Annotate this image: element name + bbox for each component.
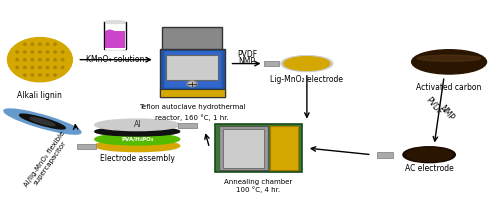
Ellipse shape	[54, 66, 56, 69]
Ellipse shape	[23, 51, 26, 53]
Ellipse shape	[31, 51, 33, 53]
Ellipse shape	[46, 74, 49, 76]
Ellipse shape	[189, 82, 196, 86]
Ellipse shape	[38, 66, 41, 69]
Ellipse shape	[38, 59, 41, 61]
Ellipse shape	[31, 74, 33, 76]
Ellipse shape	[23, 43, 26, 45]
Ellipse shape	[95, 127, 180, 136]
Ellipse shape	[95, 140, 180, 152]
Text: Lig-MnO₂ electrode: Lig-MnO₂ electrode	[270, 75, 343, 84]
Ellipse shape	[4, 109, 81, 134]
Ellipse shape	[61, 59, 64, 61]
Ellipse shape	[38, 43, 41, 45]
Ellipse shape	[406, 148, 452, 161]
FancyBboxPatch shape	[223, 129, 264, 168]
Ellipse shape	[54, 51, 56, 53]
Text: reactor, 160 °C, 1 hr.: reactor, 160 °C, 1 hr.	[155, 114, 229, 120]
FancyBboxPatch shape	[160, 89, 225, 97]
Ellipse shape	[46, 43, 49, 45]
Text: PVA/H₃PO₄: PVA/H₃PO₄	[121, 137, 153, 142]
Ellipse shape	[16, 59, 18, 61]
Polygon shape	[105, 30, 124, 32]
FancyBboxPatch shape	[377, 152, 393, 158]
Text: Activated carbon: Activated carbon	[416, 83, 482, 92]
FancyBboxPatch shape	[215, 124, 302, 172]
Ellipse shape	[23, 59, 26, 61]
Ellipse shape	[104, 21, 126, 24]
FancyBboxPatch shape	[160, 49, 225, 97]
Text: Teflon autoclave hydrothermal: Teflon autoclave hydrothermal	[139, 104, 246, 110]
Text: NMP: NMP	[239, 57, 255, 66]
Ellipse shape	[38, 51, 41, 53]
Ellipse shape	[16, 51, 18, 53]
Ellipse shape	[23, 66, 26, 69]
Text: PVDF: PVDF	[424, 95, 444, 117]
Ellipse shape	[31, 59, 33, 61]
Ellipse shape	[46, 66, 49, 69]
Ellipse shape	[95, 133, 180, 145]
Text: 100 °C, 4 hr.: 100 °C, 4 hr.	[236, 187, 280, 193]
Ellipse shape	[104, 47, 126, 50]
Ellipse shape	[403, 147, 455, 163]
Ellipse shape	[284, 57, 330, 70]
FancyBboxPatch shape	[77, 144, 96, 149]
Ellipse shape	[61, 66, 64, 69]
Ellipse shape	[30, 118, 55, 126]
Ellipse shape	[54, 74, 56, 76]
FancyBboxPatch shape	[264, 61, 279, 66]
FancyBboxPatch shape	[104, 22, 126, 49]
Ellipse shape	[54, 59, 56, 61]
Text: KMnO₄ solution: KMnO₄ solution	[86, 55, 144, 64]
Ellipse shape	[46, 51, 49, 53]
Ellipse shape	[19, 114, 65, 129]
Text: AC electrode: AC electrode	[405, 164, 454, 173]
Text: Electrode assembly: Electrode assembly	[100, 154, 175, 163]
FancyBboxPatch shape	[219, 126, 268, 170]
Ellipse shape	[7, 38, 72, 82]
Ellipse shape	[61, 51, 64, 53]
Ellipse shape	[417, 55, 481, 61]
Text: PVDF: PVDF	[237, 50, 257, 59]
Text: Annealing chamber: Annealing chamber	[224, 179, 292, 185]
Ellipse shape	[46, 59, 49, 61]
Text: Al/lig-MnO₂ flexible
supercapacitor: Al/lig-MnO₂ flexible supercapacitor	[23, 130, 72, 192]
FancyBboxPatch shape	[105, 31, 125, 48]
Ellipse shape	[16, 66, 18, 69]
FancyBboxPatch shape	[166, 55, 218, 80]
Text: Alkali lignin: Alkali lignin	[17, 91, 62, 100]
Text: Al: Al	[133, 120, 141, 129]
Ellipse shape	[38, 74, 41, 76]
FancyBboxPatch shape	[162, 27, 222, 49]
FancyBboxPatch shape	[270, 126, 298, 170]
Ellipse shape	[280, 55, 333, 72]
Ellipse shape	[54, 43, 56, 45]
FancyBboxPatch shape	[164, 51, 221, 87]
Ellipse shape	[31, 43, 33, 45]
Ellipse shape	[187, 80, 198, 87]
Text: NMP: NMP	[438, 103, 456, 122]
Ellipse shape	[95, 119, 180, 131]
Ellipse shape	[23, 74, 26, 76]
FancyBboxPatch shape	[178, 123, 197, 128]
Ellipse shape	[412, 50, 487, 74]
Ellipse shape	[31, 66, 33, 69]
